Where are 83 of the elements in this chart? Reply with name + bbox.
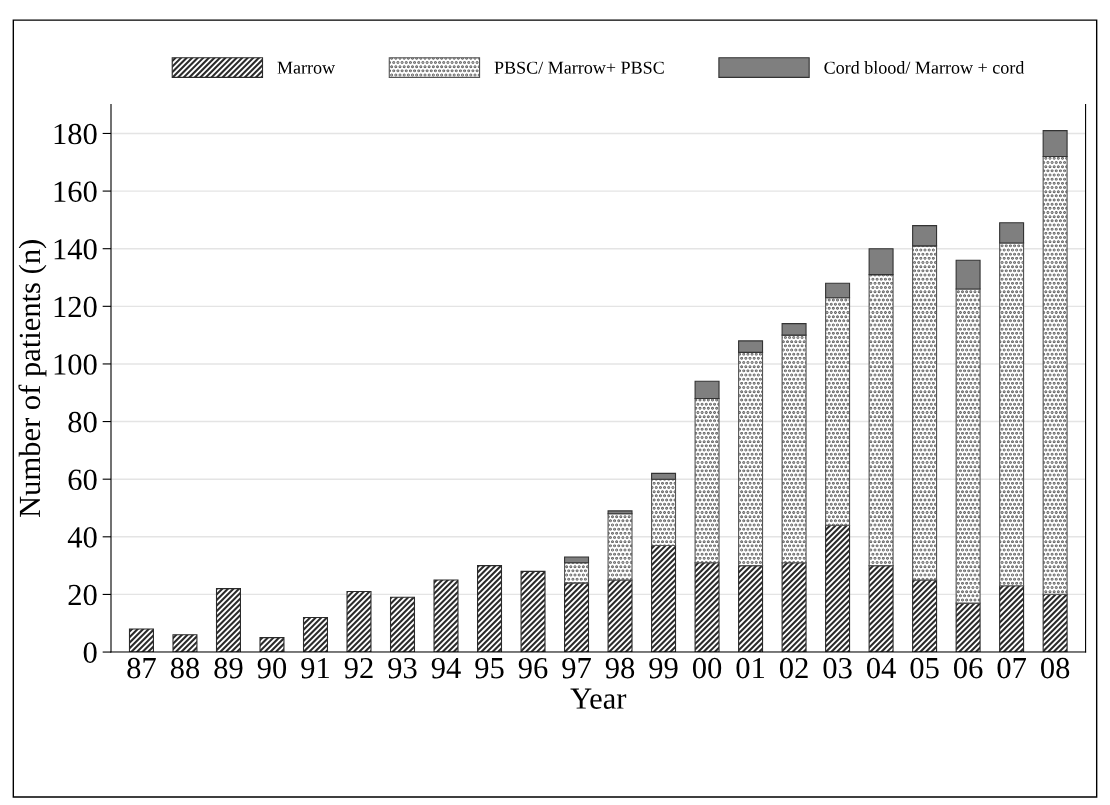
x-tick-label: 89 [214,657,243,679]
y-tick-label: 120 [54,296,97,318]
bar [694,397,720,564]
bar [781,334,807,564]
x-tick-label: 08 [1041,657,1070,679]
bar [302,616,329,653]
bar [999,222,1025,244]
bar [912,225,938,247]
bar [215,588,241,653]
y-tick-label: 60 [68,469,97,491]
x-tick-label: 01 [736,657,765,679]
x-tick-label: 99 [649,657,678,679]
x-tick-label: 07 [997,657,1027,679]
bar [738,565,764,653]
bar [651,478,677,547]
bar [999,242,1025,587]
bar [1042,155,1068,595]
bar [781,562,807,653]
bar [868,248,894,276]
y-tick-label: 20 [68,584,97,606]
bar [738,351,764,567]
x-tick-label: 95 [475,657,504,679]
x-tick-label: 96 [518,657,548,679]
y-tick-label: 160 [54,181,97,202]
y-tick-label: 140 [54,238,97,260]
y-tick-label: 80 [68,411,97,433]
bar [389,596,416,653]
bar [825,282,851,299]
bar [172,634,198,653]
bar [564,562,590,584]
x-tick-label: 92 [344,657,373,679]
bar [694,380,720,400]
y-tick-label: 100 [54,354,97,375]
bar [520,570,546,653]
bar [607,513,633,581]
bar [433,579,459,653]
x-tick-label: 88 [170,657,200,679]
bar [999,585,1025,653]
y-tick-label: 0 [83,642,97,663]
bar [694,562,720,653]
x-tick-label: 04 [866,657,896,679]
bar [912,245,938,581]
x-tick-label: 00 [692,657,722,679]
bar [1042,593,1068,653]
bar [651,544,677,653]
x-tick-label: 02 [779,657,808,679]
bar [738,340,764,353]
x-tick-label: 87 [127,657,156,679]
bar [346,590,372,653]
bar [825,297,851,526]
x-tick-label: 98 [605,657,635,679]
bar [825,524,851,653]
bar [1042,130,1068,158]
bar [912,579,938,653]
bar [868,274,894,567]
bar [607,579,633,653]
bar [868,565,894,653]
y-tick-label: 180 [54,123,97,145]
x-axis-title: Year [570,688,627,709]
legend-label: PBSC/ Marrow+ PBSC [494,61,664,74]
bar [259,637,285,653]
bar [955,288,981,604]
bar [477,565,503,653]
x-tick-label: 90 [257,657,287,679]
x-tick-label: 91 [301,657,329,679]
bar [955,259,981,290]
x-tick-label: 93 [388,657,417,679]
x-tick-label: 94 [431,657,461,679]
legend-label: Cord blood/ Marrow + cord [824,61,1025,74]
y-axis-title: Number of patients (n) [18,240,47,518]
y-tick-label: 40 [67,527,97,548]
x-tick-label: 03 [823,657,852,679]
x-tick-label: 05 [910,657,939,679]
bar [651,472,677,480]
legend-label: Marrow [277,61,336,74]
bar [564,582,590,653]
x-tick-label: 97 [562,657,591,679]
bar [564,556,590,564]
bar [955,602,981,653]
bar [781,323,807,336]
x-tick-label: 06 [954,657,983,679]
bar [607,510,633,515]
bar [128,628,154,653]
